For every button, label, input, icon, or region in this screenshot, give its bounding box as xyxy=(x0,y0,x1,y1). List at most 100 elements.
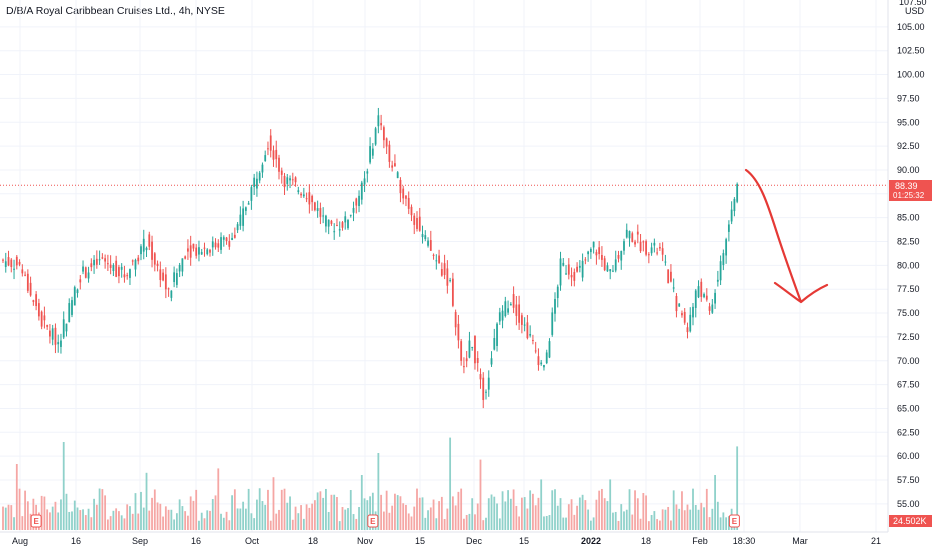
volume-bar xyxy=(451,496,454,530)
volume-bar xyxy=(394,493,396,530)
y-tick-label: 62.50 xyxy=(897,427,920,437)
y-tick-label: 67.50 xyxy=(897,380,920,390)
volume-bar xyxy=(468,513,471,530)
candle xyxy=(667,269,670,284)
volume-bar xyxy=(697,509,700,530)
candle xyxy=(360,180,363,205)
candle xyxy=(98,250,101,265)
volume-bar xyxy=(382,511,385,530)
candle xyxy=(118,264,120,284)
candle xyxy=(162,268,164,282)
volume-bar xyxy=(432,499,435,530)
volume-bar xyxy=(148,510,151,530)
volume-bar xyxy=(438,501,440,530)
candle xyxy=(705,288,708,302)
annotation-arrow xyxy=(744,168,829,304)
candle xyxy=(664,254,667,266)
candle xyxy=(587,250,590,262)
volume-bar xyxy=(628,489,631,530)
volume-bar xyxy=(725,517,728,530)
candle xyxy=(454,309,457,336)
candle xyxy=(399,177,402,203)
volume-bar xyxy=(164,506,167,530)
volume-bar xyxy=(504,501,507,530)
candle xyxy=(636,224,639,244)
volume-bar xyxy=(570,499,573,530)
candle xyxy=(719,255,722,286)
candle xyxy=(526,314,529,340)
y-tick-label: 90.00 xyxy=(897,165,920,175)
volume-bar xyxy=(435,518,438,530)
volume-bar xyxy=(209,510,211,530)
candle xyxy=(457,314,460,349)
grid xyxy=(0,0,888,532)
volume-bar xyxy=(595,499,598,530)
candle xyxy=(93,255,95,274)
volume-bar xyxy=(316,492,319,530)
candle xyxy=(515,296,518,326)
candle xyxy=(628,230,631,247)
candle xyxy=(678,303,681,307)
volume-bar xyxy=(206,510,209,530)
candle xyxy=(647,252,650,264)
volume-bar xyxy=(222,517,225,530)
earnings-marker[interactable]: E xyxy=(367,514,379,528)
y-tick-label: 82.50 xyxy=(897,237,920,247)
candle xyxy=(40,310,43,330)
volume-bar xyxy=(554,489,556,530)
candle xyxy=(518,295,521,330)
candle xyxy=(529,325,532,338)
candle xyxy=(49,324,51,344)
time-axis[interactable]: Aug 16 Sep 16 Oct 18 Nov 15 Dec 15 2022 18 Feb 18:30 M… xyxy=(0,531,932,550)
candle xyxy=(123,265,126,283)
volume-bar xyxy=(79,510,82,530)
volume-bar xyxy=(341,507,344,530)
candle xyxy=(253,173,256,196)
volume-bar xyxy=(60,499,62,530)
candle xyxy=(639,233,642,253)
volume-bar xyxy=(617,520,620,530)
x-tick-label: Sep xyxy=(132,536,148,546)
earnings-marker[interactable]: E xyxy=(728,514,740,528)
candle xyxy=(584,257,587,265)
candle xyxy=(493,328,496,351)
volume-bar xyxy=(391,505,394,530)
candle xyxy=(129,268,131,286)
x-tick-label: 18 xyxy=(641,536,651,546)
volume-bar xyxy=(515,505,518,530)
volume-bar xyxy=(576,505,578,530)
candle xyxy=(247,200,250,205)
volume-bar xyxy=(421,497,424,530)
volume-bar xyxy=(82,509,84,530)
volume-bar xyxy=(501,491,504,530)
volume-bar xyxy=(264,504,267,530)
candle xyxy=(65,323,68,337)
candle xyxy=(341,221,344,231)
volume-bar xyxy=(170,509,173,530)
candle xyxy=(15,254,18,270)
candle xyxy=(421,225,424,244)
volume-bar xyxy=(700,502,703,530)
candle xyxy=(711,298,714,314)
candle xyxy=(487,370,490,397)
volume-bar xyxy=(631,514,634,530)
candle xyxy=(578,260,581,273)
candle xyxy=(703,292,705,299)
price-axis[interactable]: 107.50 USD 105.00 102.50 100.00 97.50 95.00 9… xyxy=(887,0,932,550)
volume-bar xyxy=(507,490,509,530)
candle xyxy=(60,333,62,354)
volume-bar xyxy=(300,505,302,530)
candle xyxy=(501,305,504,329)
volume-bar xyxy=(490,494,493,530)
y-tick-label: 85.00 xyxy=(897,213,920,223)
volume-bar xyxy=(639,518,642,530)
candle xyxy=(269,129,272,158)
volume-bar xyxy=(84,515,87,530)
candle xyxy=(308,184,311,214)
candle xyxy=(153,252,156,272)
earnings-marker[interactable]: E xyxy=(30,514,42,528)
candle xyxy=(512,286,515,314)
candle xyxy=(606,262,609,272)
volume-bar xyxy=(123,518,126,530)
